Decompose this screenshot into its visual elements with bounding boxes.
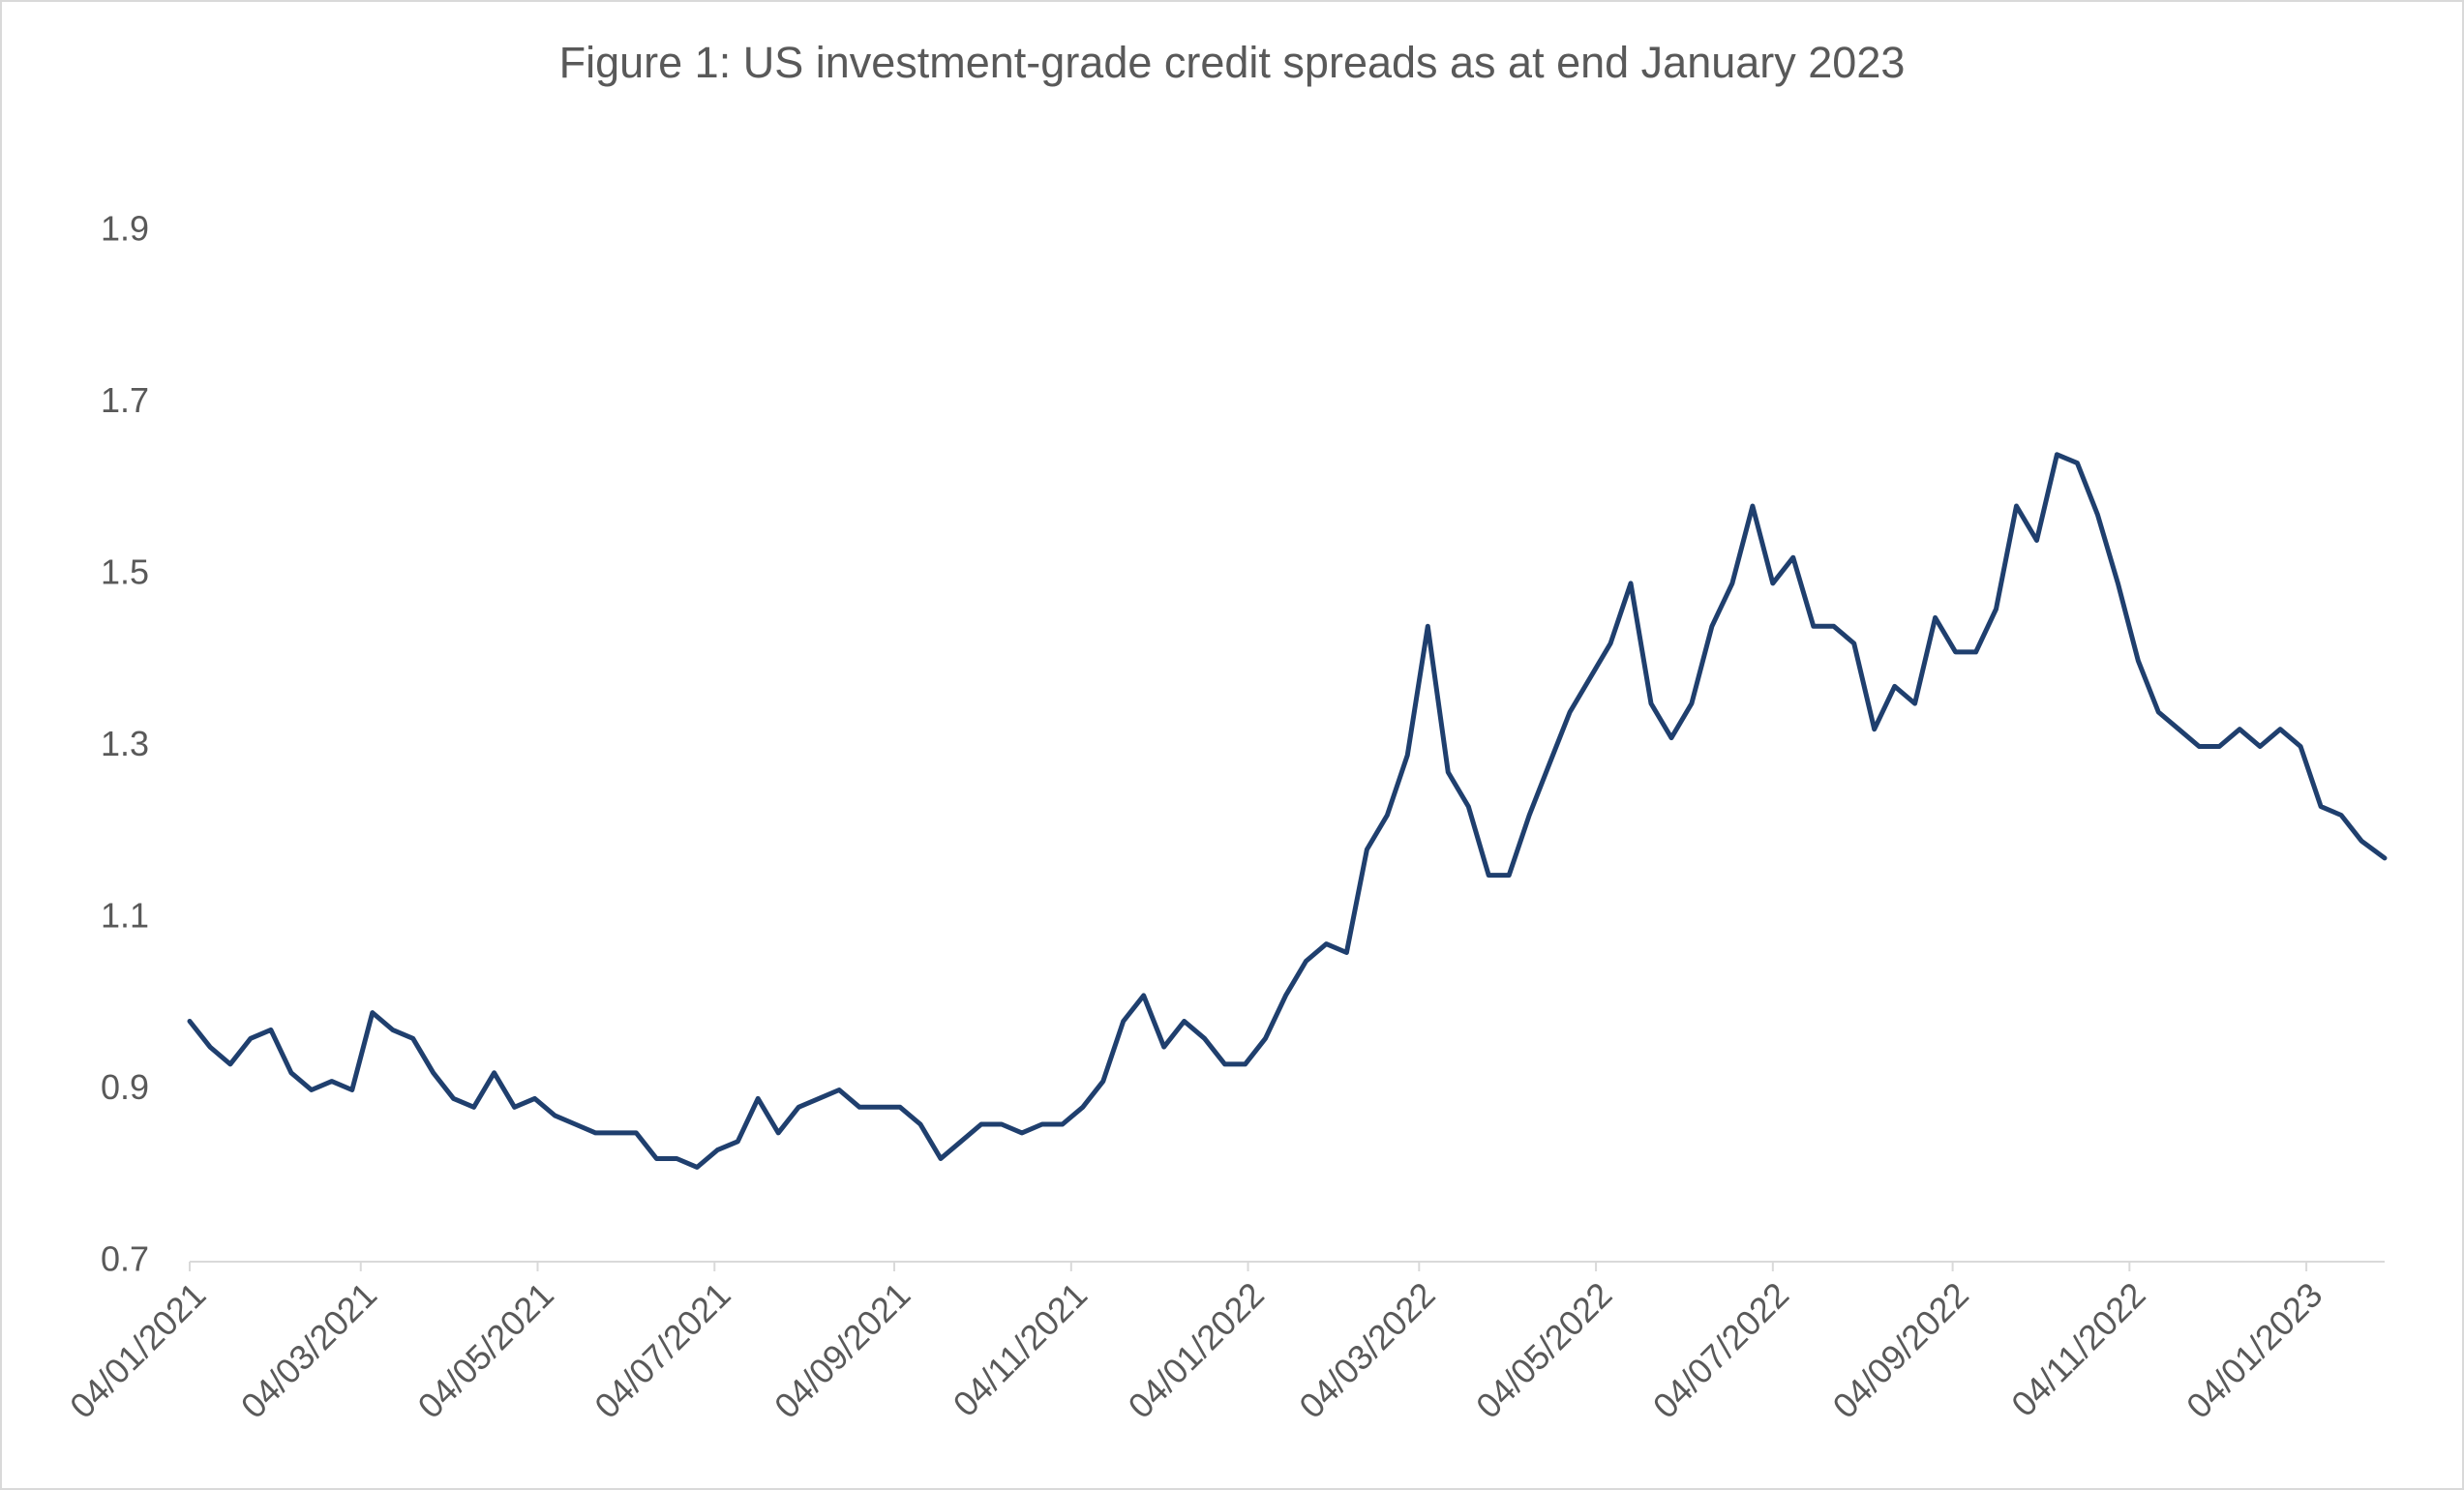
chart-title: Figure 1: US investment-grade credit spr… [559,38,1906,87]
y-tick-label: 1.5 [101,552,149,592]
y-tick-label: 0.9 [101,1067,149,1107]
y-tick-label: 0.7 [101,1239,149,1279]
y-tick-label: 1.3 [101,724,149,763]
y-tick-label: 1.7 [101,380,149,420]
y-tick-label: 1.9 [101,209,149,249]
series-line [187,452,2388,1170]
y-tick-label: 1.1 [101,896,149,936]
